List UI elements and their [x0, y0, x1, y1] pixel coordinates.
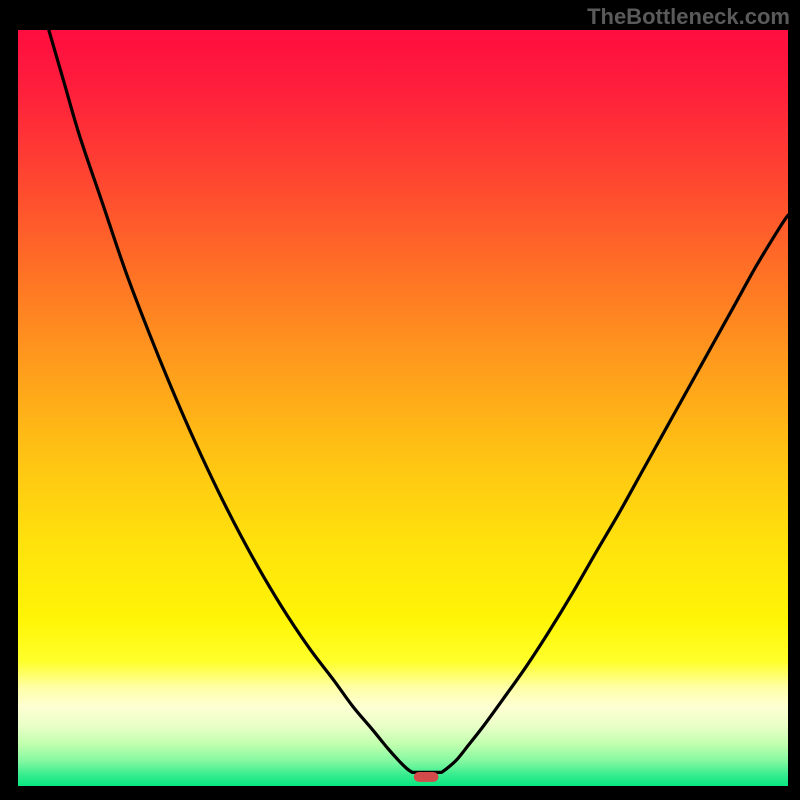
chart-svg	[18, 30, 788, 786]
gradient-background	[18, 30, 788, 786]
plot-area	[18, 30, 788, 786]
watermark-text: TheBottleneck.com	[587, 4, 790, 30]
figure-container: TheBottleneck.com	[0, 0, 800, 800]
dip-marker	[414, 772, 439, 782]
